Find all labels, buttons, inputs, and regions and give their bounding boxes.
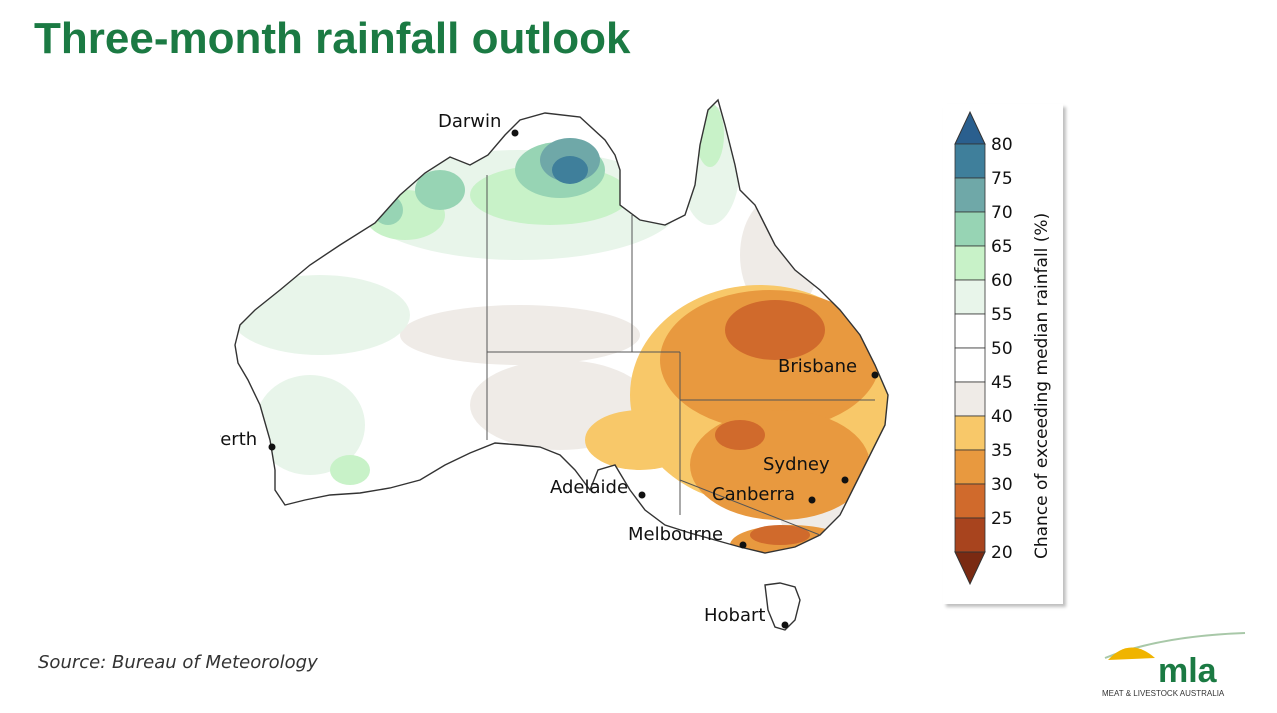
legend-tick-label: 55 [991,305,1013,325]
city-label-perth: Perth [220,429,257,450]
logo-wordmark: mla [1158,652,1218,690]
legend-tick-label: 60 [991,271,1013,291]
legend-tick-label: 50 [991,339,1013,359]
legend: 80 75 70 65 60 55 50 45 40 35 30 25 20 Chance of exc… [943,104,1063,604]
legend-swatch [954,517,986,553]
legend-tick-label: 45 [991,373,1013,393]
legend-swatch [954,381,986,417]
city-label-sydney: Sydney [763,454,830,475]
legend-tick-label: 35 [991,441,1013,461]
legend-tick-label: 70 [991,203,1013,223]
city-label-adelaide: Adelaide [550,477,628,498]
legend-colorbar: 80 75 70 65 60 55 50 45 40 35 30 25 20 Chance of exc… [954,110,1052,586]
city-label-darwin: Darwin [438,111,501,132]
page-title: Three-month rainfall outlook [34,14,631,63]
legend-tick-label: 25 [991,509,1013,529]
legend-arrow-bottom [954,551,986,586]
legend-arrow-top [954,110,986,145]
legend-swatch [954,211,986,247]
legend-tick-label: 30 [991,475,1013,495]
city-markers [268,129,879,629]
logo-tagline: MEAT & LIVESTOCK AUSTRALIA [1102,689,1225,698]
city-label-hobart: Hobart [704,605,765,626]
legend-swatch [954,415,986,451]
legend-tick-label: 75 [991,169,1013,189]
legend-swatch [954,449,986,485]
legend-tick-label: 80 [991,135,1013,155]
legend-tick-label: 40 [991,407,1013,427]
state-borders [486,175,875,536]
source-note: Source: Bureau of Meteorology [38,652,318,673]
coastline [234,98,889,554]
city-label-brisbane: Brisbane [778,356,857,377]
tasmania [764,582,801,631]
legend-tick-label: 20 [991,543,1013,563]
legend-swatch [954,177,986,213]
mla-logo: mla MEAT & LIVESTOCK AUSTRALIA [1100,628,1250,700]
legend-title: Chance of exceeding median rainfall (%) [1032,213,1052,559]
legend-swatch [954,279,986,315]
legend-swatch [954,347,986,383]
legend-swatch [954,313,986,349]
legend-swatch [954,483,986,519]
legend-tick-label: 65 [991,237,1013,257]
city-label-melbourne: Melbourne [628,524,723,545]
australia-rainfall-map: Darwin Perth Brisbane Sydney Canberra Ad… [220,98,889,631]
city-label-canberra: Canberra [712,484,795,505]
legend-swatch [954,143,986,179]
legend-swatch [954,245,986,281]
